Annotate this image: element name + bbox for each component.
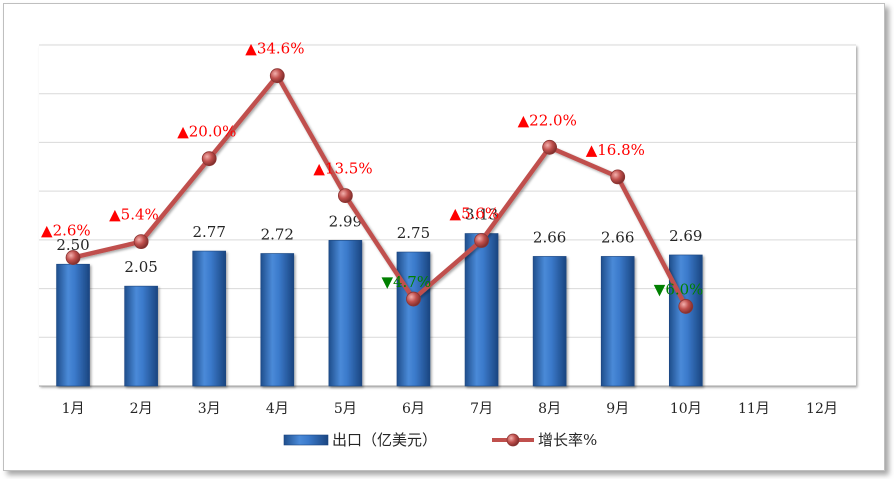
legend-item-bar: 出口（亿美元） bbox=[283, 431, 437, 449]
line-point bbox=[406, 291, 421, 307]
bar-value-labels: 2.50 2.05 2.77 2.72 2.99 2.75 3.13 2.66 2.66 2.69 bbox=[56, 206, 702, 277]
legend-bar-label: 出口（亿美元） bbox=[332, 431, 437, 449]
bar-value-label: 2.77 bbox=[193, 223, 226, 241]
up-triangle-icon: ▲ bbox=[109, 206, 121, 224]
rate-value-text: 34.6% bbox=[257, 40, 305, 58]
up-triangle-icon: ▲ bbox=[177, 123, 189, 141]
line-point bbox=[65, 250, 81, 265]
bar-series bbox=[56, 233, 703, 387]
rate-value-text: 13.5% bbox=[325, 160, 373, 178]
legend: 出口（亿美元） 增长率% bbox=[283, 431, 597, 449]
line-point bbox=[474, 233, 489, 248]
bar bbox=[124, 285, 158, 387]
rate-value-labels: ▲2.6%▲5.4%▲20.0%▲34.6%▲13.5%▼4.7%▲5.6%▲2… bbox=[41, 40, 703, 299]
rate-value-text: 5.4% bbox=[121, 206, 159, 224]
bar bbox=[396, 251, 431, 387]
rate-value-label: ▲20.0% bbox=[177, 123, 236, 141]
rate-value-text: 20.0% bbox=[189, 123, 237, 141]
plot-area bbox=[39, 45, 856, 386]
bar bbox=[668, 254, 703, 387]
line-point bbox=[678, 299, 694, 314]
x-tick-label: 5月 bbox=[334, 401, 357, 417]
bar bbox=[56, 263, 90, 387]
legend-item-line: 增长率% bbox=[492, 431, 597, 449]
bar-value-label: 3.13 bbox=[465, 206, 498, 224]
line-point bbox=[201, 151, 217, 167]
rate-value-text: 22.0% bbox=[529, 111, 577, 129]
x-tick-label: 3月 bbox=[198, 401, 221, 417]
line-point bbox=[337, 188, 353, 204]
rate-value-label: ▲5.6% bbox=[450, 205, 500, 223]
up-triangle-icon: ▲ bbox=[586, 141, 598, 159]
line-point bbox=[542, 139, 558, 155]
line-point bbox=[133, 234, 149, 250]
x-tick-label: 12月 bbox=[806, 401, 838, 417]
line-series bbox=[65, 68, 694, 314]
line-point bbox=[269, 68, 285, 84]
bar-value-label: 2.69 bbox=[669, 227, 702, 245]
rate-value-label: ▼6.0% bbox=[654, 280, 704, 298]
chart-canvas: 2.50 2.05 2.77 2.72 2.99 2.75 3.13 2.66 2.66 2.69… bbox=[39, 40, 856, 449]
rate-value-text: 5.6% bbox=[461, 205, 499, 223]
x-axis-tick-labels: 1月 2月 3月 4月 5月 6月 7月 8月 9月 10月 11月 12月 bbox=[62, 401, 838, 417]
x-tick-label: 4月 bbox=[266, 401, 289, 417]
rate-value-label: ▲2.6% bbox=[41, 222, 91, 240]
rate-value-text: 2.6% bbox=[53, 222, 91, 240]
x-tick-label: 9月 bbox=[606, 401, 629, 417]
bar bbox=[600, 256, 635, 387]
legend-line-label: 增长率% bbox=[538, 431, 597, 449]
bar bbox=[464, 233, 499, 387]
bar bbox=[260, 253, 295, 387]
growth-rate-line bbox=[72, 73, 688, 308]
plot-background bbox=[39, 45, 856, 386]
line-point bbox=[610, 169, 626, 185]
rate-value-label: ▲13.5% bbox=[313, 160, 372, 178]
rate-value-label: ▲34.6% bbox=[245, 40, 304, 58]
rate-value-text: 4.7% bbox=[393, 273, 431, 291]
bar-value-label: 2.99 bbox=[329, 212, 362, 230]
x-tick-label: 2月 bbox=[130, 401, 153, 417]
bar bbox=[532, 256, 567, 387]
x-tick-label: 8月 bbox=[538, 401, 561, 417]
bar-value-label: 2.50 bbox=[56, 236, 89, 254]
legend-line-marker bbox=[506, 433, 520, 447]
x-tick-label: 6月 bbox=[402, 401, 425, 417]
legend-bar-swatch bbox=[283, 434, 329, 446]
up-triangle-icon: ▲ bbox=[450, 205, 462, 223]
x-tick-label: 10月 bbox=[670, 401, 702, 417]
rate-value-label: ▲22.0% bbox=[518, 111, 577, 129]
bar-value-label: 2.05 bbox=[124, 258, 157, 276]
x-tick-label: 7月 bbox=[470, 401, 493, 417]
bar bbox=[328, 240, 363, 387]
rate-value-text: 6.0% bbox=[665, 280, 703, 298]
bar-value-label: 2.75 bbox=[397, 224, 430, 242]
rate-value-label: ▲16.8% bbox=[586, 141, 645, 159]
x-tick-label: 11月 bbox=[738, 401, 770, 417]
up-triangle-icon: ▲ bbox=[313, 160, 325, 178]
rate-value-label: ▲5.4% bbox=[109, 206, 159, 224]
rate-value-text: 16.8% bbox=[597, 141, 645, 159]
bar-value-label: 2.66 bbox=[533, 228, 566, 246]
chart-frame: 2.50 2.05 2.77 2.72 2.99 2.75 3.13 2.66 2.66 2.69… bbox=[3, 3, 885, 471]
up-triangle-icon: ▲ bbox=[245, 40, 257, 58]
gridlines bbox=[39, 44, 856, 387]
rate-value-label: ▼4.7% bbox=[381, 273, 431, 291]
down-triangle-icon: ▼ bbox=[381, 273, 393, 291]
bar-value-label: 2.72 bbox=[261, 225, 294, 243]
down-triangle-icon: ▼ bbox=[654, 280, 666, 298]
up-triangle-icon: ▲ bbox=[518, 111, 530, 129]
bar-value-label: 2.66 bbox=[601, 228, 634, 246]
x-tick-label: 1月 bbox=[62, 401, 85, 417]
up-triangle-icon: ▲ bbox=[41, 222, 53, 240]
bar bbox=[192, 250, 227, 387]
